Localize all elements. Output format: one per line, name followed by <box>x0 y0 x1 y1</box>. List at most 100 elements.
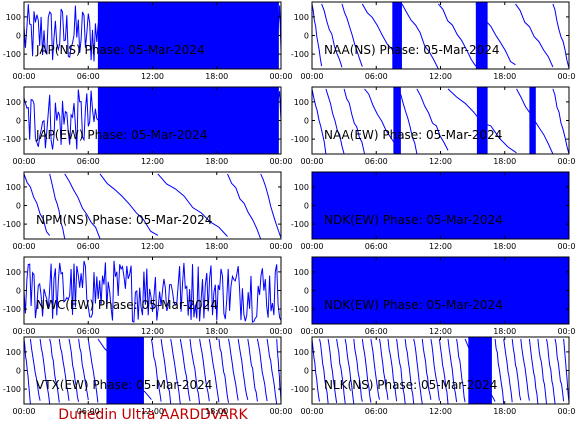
panel-3: 100 0 -100 00:00 06:00 12:00 18:00 00:00 JAP(EW)… <box>3 86 293 166</box>
panel-title: NLK(NS) Phase: 05-Mar-2024 <box>324 378 497 392</box>
x-tick-label: 12:00 <box>141 242 164 251</box>
x-tick-label: 18:00 <box>205 407 228 416</box>
x-tick-label: 12:00 <box>141 157 164 166</box>
panel-title: JAP(NS) Phase: 05-Mar-2024 <box>35 43 205 57</box>
panel-title: JAP(EW) Phase: 05-Mar-2024 <box>35 128 207 142</box>
x-tick-label: 00:00 <box>300 157 323 166</box>
panel-2: 100 0 -100 00:00 06:00 12:00 18:00 00:00 NAA(NS)… <box>291 1 576 81</box>
y-tick-label: -100 <box>291 220 309 229</box>
footer-label: Dunedin Ultra AARDDVARK <box>58 407 248 423</box>
x-tick-label: 00:00 <box>557 157 576 166</box>
x-tick-label: 06:00 <box>77 157 100 166</box>
y-tick-label: 0 <box>304 32 309 41</box>
y-tick-label: -100 <box>3 135 21 144</box>
panel-4: 100 0 -100 00:00 06:00 12:00 18:00 00:00 NAA(EW)… <box>291 86 576 166</box>
panel-title: NDK(EW) Phase: 05-Mar-2024 <box>324 213 503 227</box>
panel-title: NDK(EW) Phase: 05-Mar-2024 <box>324 298 503 312</box>
panel-title: NAA(EW) Phase: 05-Mar-2024 <box>324 128 502 142</box>
y-tick-label: 100 <box>6 98 21 107</box>
y-tick-label: -100 <box>291 385 309 394</box>
x-tick-label: 00:00 <box>300 407 323 416</box>
x-tick-label: 18:00 <box>205 242 228 251</box>
x-tick-label: 00:00 <box>269 242 292 251</box>
x-tick-label: 00:00 <box>269 157 292 166</box>
y-tick-label: 0 <box>304 117 309 126</box>
x-tick-label: 12:00 <box>141 407 164 416</box>
y-tick-label: 100 <box>294 183 309 192</box>
panel-7: 100 0 -100 00:00 06:00 12:00 18:00 00:00 NWC(EW)… <box>3 256 293 336</box>
x-tick-label: 12:00 <box>141 327 164 336</box>
x-tick-label: 06:00 <box>77 327 100 336</box>
dense-phase-region <box>529 87 536 154</box>
x-tick-label: 06:00 <box>365 157 388 166</box>
panel-title: NWC(EW) Phase: 05-Mar-2024 <box>36 298 218 312</box>
x-tick-label: 18:00 <box>205 327 228 336</box>
x-tick-label: 00:00 <box>12 72 35 81</box>
y-tick-label: 100 <box>294 13 309 22</box>
x-tick-label: 18:00 <box>493 157 516 166</box>
x-tick-label: 12:00 <box>429 407 452 416</box>
y-tick-label: 0 <box>16 367 21 376</box>
x-tick-label: 00:00 <box>557 242 576 251</box>
x-tick-label: 00:00 <box>557 407 576 416</box>
x-tick-label: 12:00 <box>429 242 452 251</box>
panel-title: VTX(EW) Phase: 05-Mar-2024 <box>36 378 212 392</box>
panel-title: NAA(NS) Phase: 05-Mar-2024 <box>324 43 500 57</box>
x-tick-label: 06:00 <box>365 327 388 336</box>
dense-phase-region <box>312 172 569 239</box>
panel-6: 100 0 -100 00:00 06:00 12:00 18:00 00:00 NDK(EW)… <box>291 171 576 251</box>
y-tick-label: -100 <box>3 50 21 59</box>
x-tick-label: 00:00 <box>12 407 35 416</box>
y-tick-label: 100 <box>6 268 21 277</box>
x-tick-label: 00:00 <box>300 327 323 336</box>
y-tick-label: 100 <box>294 268 309 277</box>
x-tick-label: 12:00 <box>429 72 452 81</box>
phase-trace <box>24 338 281 404</box>
x-tick-label: 12:00 <box>429 157 452 166</box>
plot-area <box>24 2 281 69</box>
y-tick-label: 0 <box>304 367 309 376</box>
x-tick-label: 00:00 <box>557 72 576 81</box>
phase-trace <box>312 260 569 321</box>
y-tick-label: -100 <box>291 305 309 314</box>
x-tick-label: 00:00 <box>300 72 323 81</box>
y-tick-label: -100 <box>291 50 309 59</box>
x-tick-label: 12:00 <box>429 327 452 336</box>
plot-area <box>24 337 281 404</box>
y-tick-label: 0 <box>16 287 21 296</box>
dense-phase-region <box>312 257 569 324</box>
panel-5: 100 0 -100 00:00 06:00 12:00 18:00 00:00 NPM(NS)… <box>3 171 293 251</box>
x-tick-label: 06:00 <box>77 72 100 81</box>
y-tick-label: 100 <box>6 13 21 22</box>
y-tick-label: 0 <box>304 287 309 296</box>
x-tick-label: 00:00 <box>269 407 292 416</box>
phase-trace <box>24 260 281 323</box>
y-tick-label: 0 <box>304 202 309 211</box>
y-tick-label: 100 <box>6 183 21 192</box>
x-tick-label: 00:00 <box>12 327 35 336</box>
panel-1: 100 0 -100 00:00 06:00 12:00 18:00 00:00 JAP(NS)… <box>3 1 293 81</box>
y-tick-label: -100 <box>3 220 21 229</box>
x-tick-label: 00:00 <box>300 242 323 251</box>
x-tick-label: 00:00 <box>12 242 35 251</box>
dense-phase-region <box>106 337 144 404</box>
x-tick-label: 06:00 <box>77 242 100 251</box>
panel-8: 100 0 -100 00:00 06:00 12:00 18:00 00:00 NDK(EW)… <box>291 256 576 336</box>
plot-area <box>312 337 569 404</box>
y-tick-label: 0 <box>16 117 21 126</box>
plot-area <box>24 260 281 323</box>
plot-area <box>312 2 569 69</box>
x-tick-label: 18:00 <box>205 72 228 81</box>
phase-trace <box>24 3 281 67</box>
phase-trace <box>312 88 569 154</box>
y-tick-label: 100 <box>6 348 21 357</box>
x-tick-label: 00:00 <box>12 157 35 166</box>
x-tick-label: 18:00 <box>493 242 516 251</box>
plot-area <box>312 87 569 154</box>
x-tick-label: 00:00 <box>269 72 292 81</box>
x-tick-label: 18:00 <box>493 327 516 336</box>
x-tick-label: 18:00 <box>493 72 516 81</box>
dense-phase-region <box>392 2 402 69</box>
plot-area <box>312 257 569 324</box>
